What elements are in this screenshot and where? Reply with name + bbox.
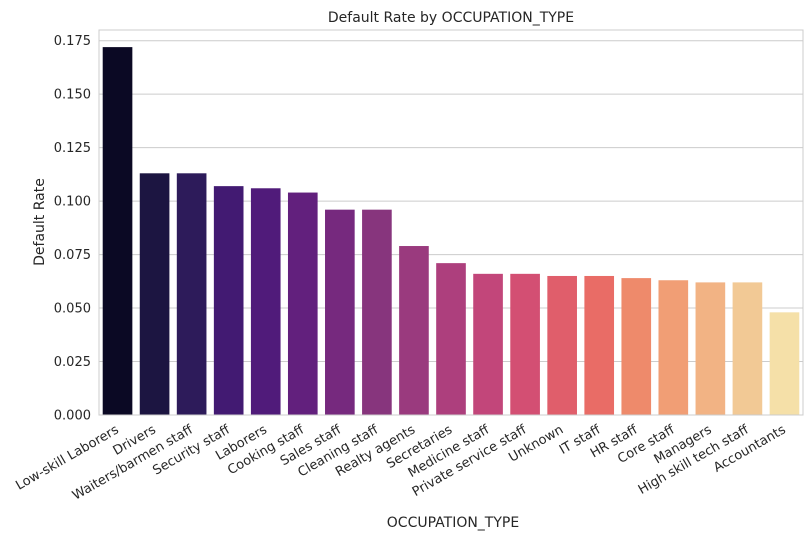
bar — [436, 263, 466, 415]
bar — [325, 209, 355, 415]
y-tick-labels: 0.000 0.025 0.050 0.075 0.100 0.125 0.150 0.175 — [54, 34, 91, 423]
y-tick-label: 0.025 — [54, 355, 91, 370]
y-tick-label: 0.175 — [54, 34, 91, 49]
x-tick-labels: Low-skill LaborersDriversWaiters/barmen … — [13, 422, 788, 504]
bar — [621, 278, 652, 415]
bar — [102, 47, 133, 415]
y-axis-label: Default Rate — [32, 178, 48, 266]
y-tick-label: 0.150 — [54, 88, 91, 103]
bar — [287, 192, 318, 415]
y-tick-label: 0.000 — [54, 409, 91, 424]
x-axis-label: OCCUPATION_TYPE — [387, 515, 519, 531]
bar — [250, 188, 281, 415]
bar — [769, 312, 800, 415]
bar — [213, 186, 244, 415]
bar — [139, 173, 170, 415]
bar — [176, 173, 207, 415]
y-tick-label: 0.125 — [54, 141, 91, 156]
bar — [473, 273, 503, 415]
bar — [732, 282, 763, 415]
y-tick-label: 0.075 — [54, 248, 91, 263]
plot-frame — [98, 29, 804, 416]
y-tick-label: 0.100 — [54, 195, 91, 210]
y-tick-label: 0.050 — [54, 302, 91, 317]
bar — [547, 275, 577, 415]
bar — [510, 273, 540, 415]
bar — [362, 209, 392, 415]
bars — [102, 47, 800, 415]
bar — [584, 275, 615, 415]
bar — [695, 282, 726, 415]
bar — [658, 280, 689, 415]
chart-title: Default Rate by OCCUPATION_TYPE — [328, 10, 574, 26]
bar — [399, 246, 429, 415]
